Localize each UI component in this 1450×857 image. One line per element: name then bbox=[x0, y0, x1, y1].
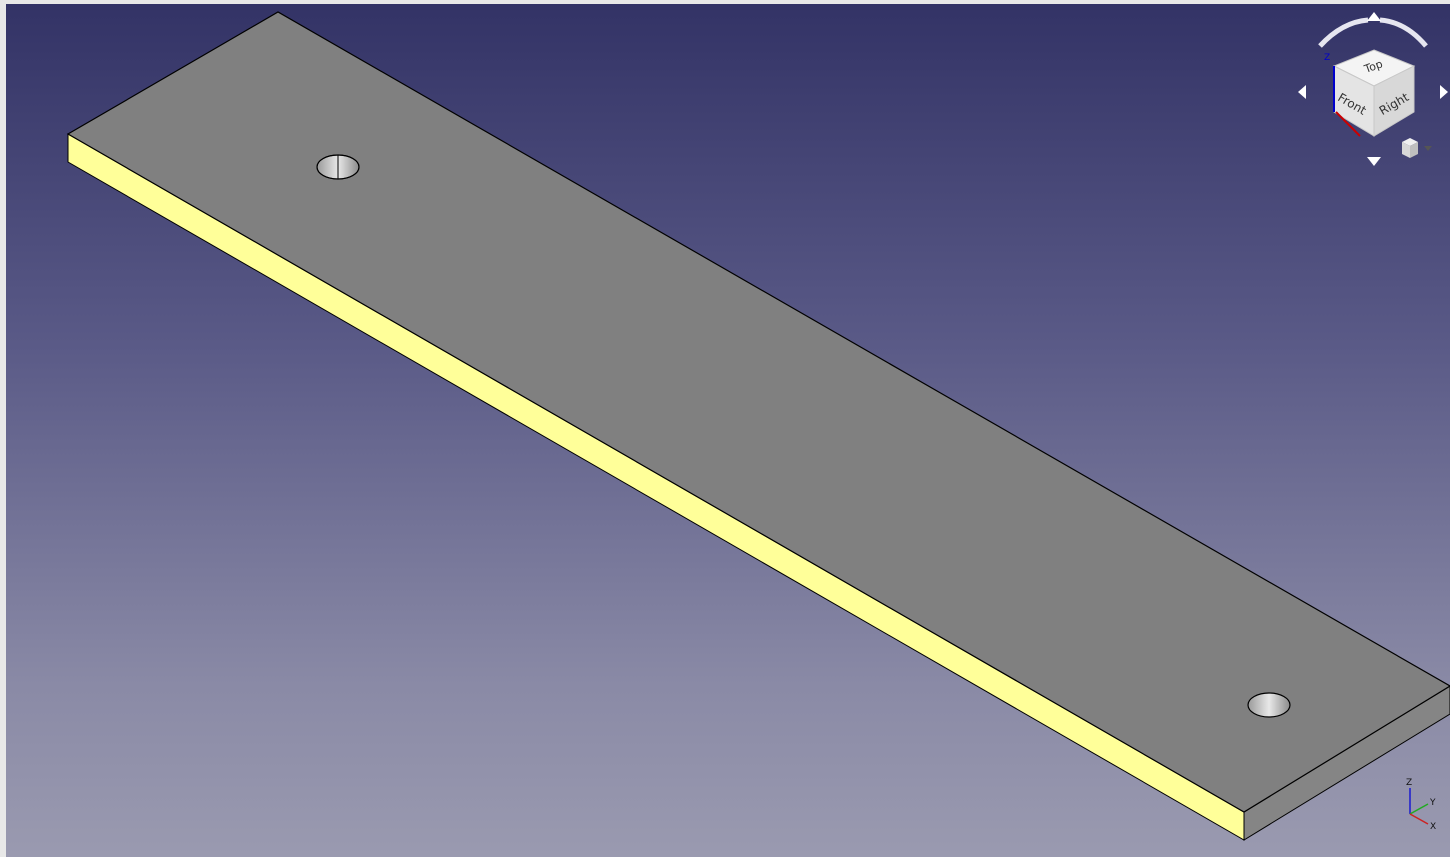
plate-top-face[interactable] bbox=[66, 11, 1450, 813]
pan-down-arrow-icon[interactable] bbox=[1367, 157, 1381, 166]
axis-y-label: Y bbox=[1429, 798, 1436, 808]
view-left-border bbox=[0, 4, 6, 857]
navigation-cube[interactable]: Top Front Right Z bbox=[1290, 8, 1450, 168]
hole-left[interactable] bbox=[316, 154, 360, 180]
rotate-right-arrow-icon[interactable] bbox=[1379, 17, 1428, 48]
pan-right-arrow-icon[interactable] bbox=[1440, 85, 1448, 99]
scene-canvas[interactable] bbox=[6, 4, 1450, 857]
chevron-down-icon[interactable] bbox=[1424, 146, 1432, 151]
axis-z-label: Z bbox=[1406, 778, 1412, 788]
view-menu-button[interactable] bbox=[1402, 138, 1432, 158]
3d-viewport[interactable]: Top Front Right Z bbox=[6, 4, 1450, 857]
pan-up-arrow-icon[interactable] bbox=[1367, 12, 1381, 21]
axis-x-label: X bbox=[1430, 822, 1436, 832]
pan-left-arrow-icon[interactable] bbox=[1298, 85, 1306, 99]
cube-face-right[interactable] bbox=[1373, 65, 1415, 137]
axis-y-line bbox=[1409, 803, 1429, 815]
axis-x-line bbox=[1409, 813, 1429, 825]
cube-label-top: Top bbox=[1362, 57, 1385, 76]
hole-right[interactable] bbox=[1247, 692, 1291, 718]
cube-x-axis bbox=[1335, 111, 1361, 137]
axis-indicator: Z Y X bbox=[1398, 774, 1448, 834]
cube-axis-z-label: Z bbox=[1324, 53, 1330, 63]
rotate-left-arrow-icon[interactable] bbox=[1318, 17, 1369, 48]
